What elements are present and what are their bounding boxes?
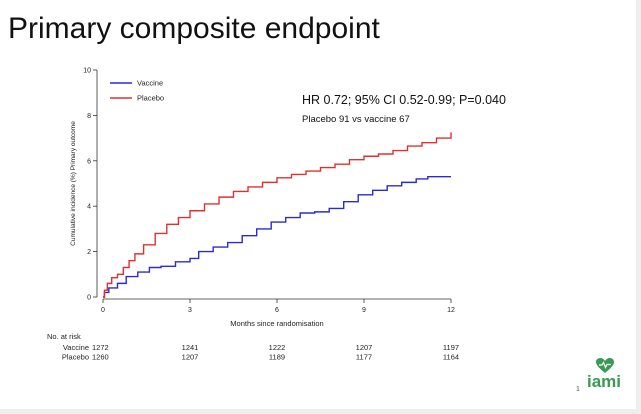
risk-table: No. at risk Vaccine 1272 1241 1222 1207 1197 Pl… <box>47 332 459 362</box>
hr-annotation: HR 0.72; 95% CI 0.52-0.99; P=0.040 <box>302 93 506 107</box>
legend-label-vaccine: Vaccine <box>137 79 163 88</box>
risk-cell: 1177 <box>356 353 372 362</box>
x-tick-label: 12 <box>447 307 455 314</box>
risk-row-label: Vaccine <box>63 343 89 352</box>
risk-cell: 1260 <box>92 353 109 362</box>
legend-label-placebo: Placebo <box>137 94 164 103</box>
events-annotation: Placebo 91 vs vaccine 67 <box>302 114 410 125</box>
chart-axes: 0 2 4 6 8 10 0 3 6 9 12 Months since randomisation C… <box>70 68 455 329</box>
series-line-placebo <box>103 132 452 298</box>
x-tick-label: 3 <box>188 307 192 314</box>
y-tick-label: 10 <box>83 68 91 75</box>
iami-logo: iami <box>585 358 635 398</box>
risk-cell: 1241 <box>182 343 199 352</box>
y-axis-label: Cumulative incidence (%) Primary outcome <box>70 121 77 246</box>
heart-icon <box>596 358 614 373</box>
page-number: 1 <box>576 386 580 393</box>
y-tick-label: 4 <box>87 204 91 211</box>
x-tick-label: 6 <box>275 307 279 314</box>
risk-cell: 1207 <box>356 343 373 352</box>
x-axis-label: Months since randomisation <box>230 319 323 328</box>
logo-text: iami <box>587 372 622 391</box>
risk-cell: 1164 <box>443 353 459 362</box>
risk-cell: 1197 <box>443 343 459 352</box>
y-tick-label: 0 <box>87 295 91 302</box>
x-tick-label: 0 <box>101 307 105 314</box>
risk-cell: 1189 <box>269 353 285 362</box>
slide-shadow-right <box>636 0 641 414</box>
y-tick-label: 2 <box>87 249 91 256</box>
y-tick-label: 6 <box>87 158 91 165</box>
slide-shadow-bottom <box>0 409 641 414</box>
risk-cell: 1207 <box>182 353 199 362</box>
risk-cell: 1272 <box>92 343 109 352</box>
risk-row-label: Placebo <box>62 353 89 362</box>
chart-series <box>103 132 452 298</box>
risk-cell: 1222 <box>269 343 286 352</box>
chart-legend: Vaccine Placebo <box>110 79 164 103</box>
slide-title: Primary composite endpoint <box>8 12 380 45</box>
x-tick-label: 9 <box>362 307 366 314</box>
risk-table-header: No. at risk <box>47 332 81 341</box>
series-line-vaccine <box>103 175 451 298</box>
y-tick-label: 8 <box>87 113 91 120</box>
